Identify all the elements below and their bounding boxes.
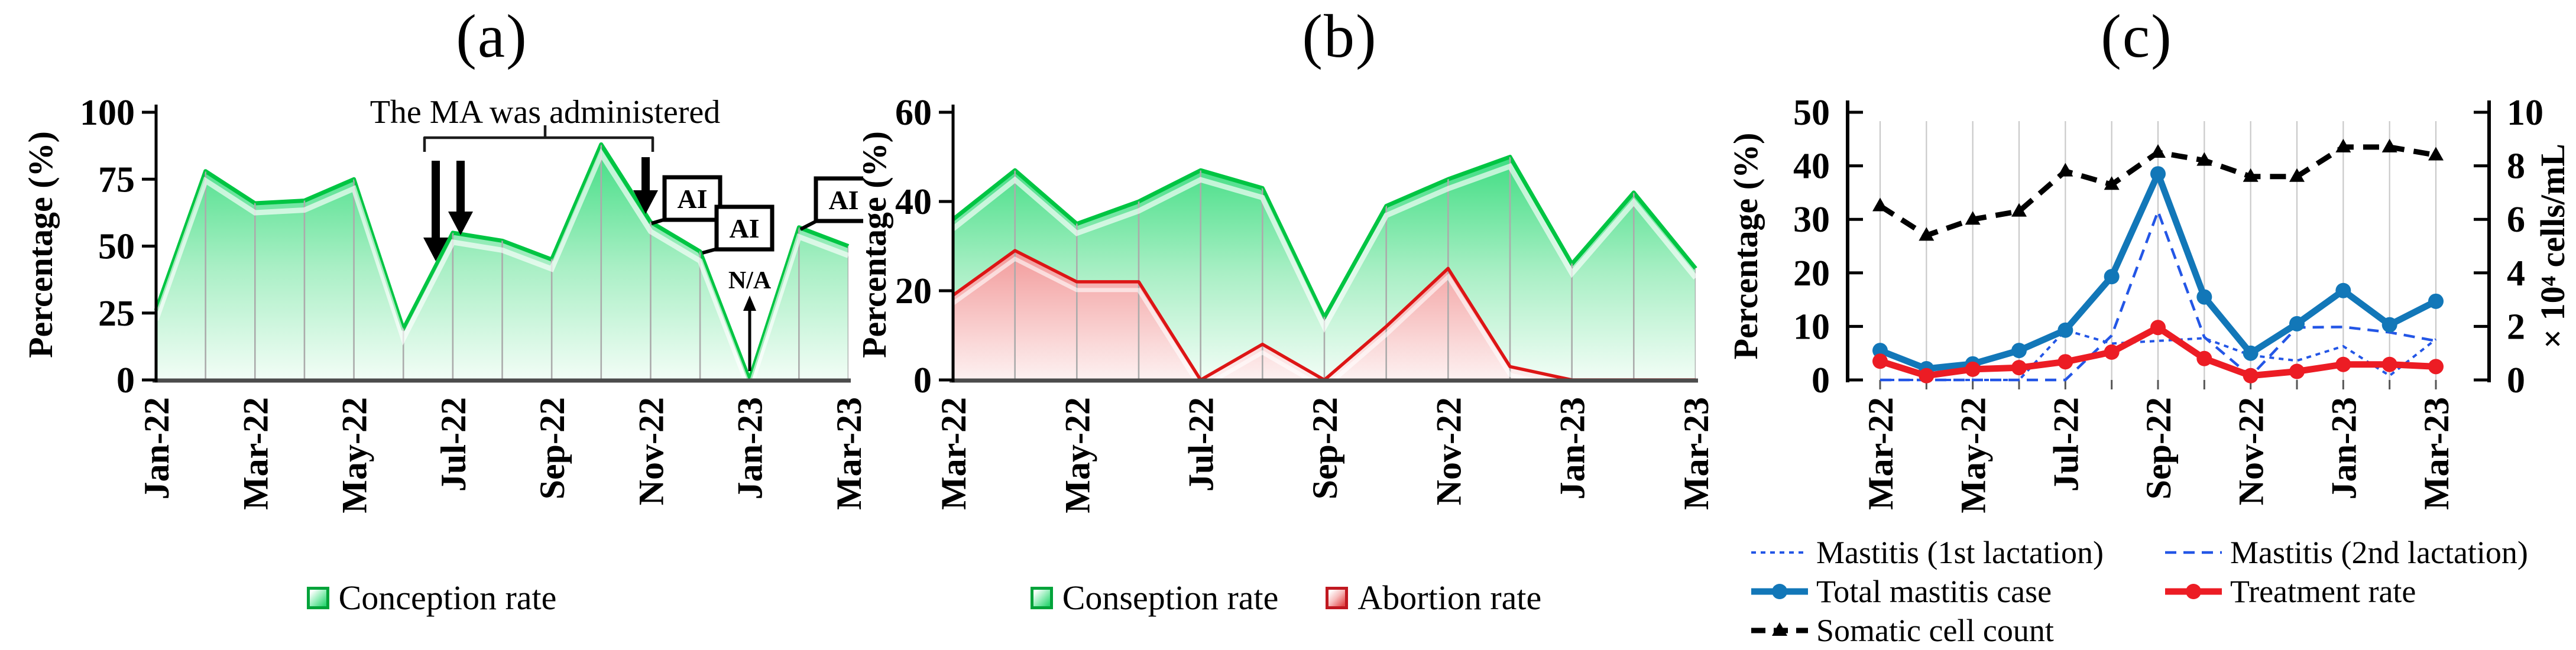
legend-item-total-mastitis: Total mastitis case: [1750, 573, 2164, 610]
svg-text:May-22: May-22: [335, 397, 374, 514]
svg-text:Jan-23: Jan-23: [2324, 397, 2363, 499]
chart-b-legend: Conseption rate Abortion rate: [863, 578, 1709, 618]
chart-a-conception-rate: 0 25 50 75 100 Percentage (%) Jan-22 Mar-22 May-…: [21, 93, 863, 514]
green-area-swatch-icon: [1030, 586, 1053, 609]
axes: 0 25 50 75 100 Percentage (%) Jan-22 Mar-22 May-…: [21, 93, 863, 514]
legend-item-conception-rate: Conception rate: [306, 578, 557, 618]
svg-text:0: 0: [913, 360, 932, 401]
panel-a: (a) 0 25 50 75 100 Percentage (%) Jan-22 Mar-22…: [0, 0, 863, 647]
svg-text:Mar-22: Mar-22: [934, 397, 973, 510]
svg-text:20: 20: [895, 271, 932, 311]
black-dash-triangle-key-icon: [1751, 622, 1808, 636]
svg-text:Nov-22: Nov-22: [1429, 397, 1468, 505]
legend-item-mastitis-1st: Mastitis (1st lactation): [1750, 534, 2164, 571]
svg-text:30: 30: [1793, 200, 1830, 240]
svg-text:2: 2: [2507, 307, 2525, 347]
svg-text:50: 50: [98, 227, 135, 267]
legend-label: Somatic cell count: [1816, 613, 2054, 648]
svg-text:4: 4: [2507, 254, 2525, 294]
svg-text:× 10⁴ cells/mL: × 10⁴ cells/mL: [2533, 144, 2572, 349]
legend-item-treatment-rate: Treatment rate: [2164, 573, 2576, 610]
svg-text:60: 60: [895, 93, 932, 133]
svg-text:0: 0: [116, 360, 135, 401]
red-line-circle-key-icon: [2165, 584, 2222, 599]
red-area-swatch-icon: [1326, 586, 1349, 609]
svg-text:Mar-22: Mar-22: [236, 397, 275, 510]
svg-text:Jan-23: Jan-23: [731, 397, 770, 499]
svg-text:Percentage (%): Percentage (%): [21, 131, 60, 358]
svg-text:10: 10: [1793, 307, 1830, 347]
svg-text:10: 10: [2507, 93, 2543, 133]
legend-label: Conseption rate: [1062, 578, 1279, 617]
legend-label: Mastitis (1st lactation): [1816, 535, 2104, 570]
svg-text:The MA was administered: The MA was administered: [370, 94, 721, 131]
svg-text:AI: AI: [828, 185, 858, 215]
green-area-swatch-icon: [306, 586, 329, 609]
svg-text:75: 75: [98, 160, 135, 200]
vertical-gridlines: [1879, 121, 2437, 389]
svg-text:Mar-23: Mar-23: [829, 397, 863, 510]
panel-b-title: (b): [1302, 2, 1378, 70]
svg-text:May-22: May-22: [1058, 397, 1097, 514]
panel-a-title: (a): [456, 2, 528, 70]
panel-c: (c) 0 10 20 30 40 50 0 2 4 6 8 10 Percentage (%) × 10…: [1709, 0, 2576, 650]
svg-text:40: 40: [1793, 147, 1830, 187]
legend-label: Abortion rate: [1357, 578, 1542, 617]
svg-text:Jul-22: Jul-22: [434, 397, 473, 492]
svg-text:AI: AI: [729, 213, 759, 243]
svg-text:Sep-22: Sep-22: [1305, 397, 1344, 499]
chart-c-mastitis-somatic: 0 10 20 30 40 50 0 2 4 6 8 10 Percentage (%) × 10⁴ ce…: [1726, 93, 2572, 514]
chart-a-legend: Conception rate: [0, 578, 863, 618]
svg-text:Sep-22: Sep-22: [2139, 397, 2178, 499]
svg-text:100: 100: [80, 93, 135, 133]
svg-text:6: 6: [2507, 200, 2525, 240]
legend-label: Treatment rate: [2230, 574, 2416, 609]
svg-text:Mar-22: Mar-22: [1861, 397, 1900, 510]
svg-text:Percentage (%): Percentage (%): [863, 131, 893, 358]
svg-text:Mar-23: Mar-23: [1677, 397, 1709, 510]
chart-a-annotations: The MA was administered AI AI AI N/A: [370, 94, 863, 371]
svg-text:Sep-22: Sep-22: [533, 397, 572, 499]
dashed-line-key-icon: [2165, 551, 2222, 554]
svg-text:May-22: May-22: [1954, 397, 1993, 514]
svg-text:25: 25: [98, 294, 135, 334]
blue-line-circle-key-icon: [1751, 584, 1808, 599]
svg-text:Jan-23: Jan-23: [1553, 397, 1592, 499]
svg-text:50: 50: [1793, 93, 1830, 133]
svg-text:Jul-22: Jul-22: [1182, 397, 1221, 492]
svg-text:Nov-22: Nov-22: [631, 397, 670, 505]
svg-text:AI: AI: [677, 184, 707, 214]
svg-text:Nov-22: Nov-22: [2232, 397, 2271, 505]
svg-text:40: 40: [895, 182, 932, 222]
svg-text:20: 20: [1793, 254, 1830, 294]
svg-text:Mar-23: Mar-23: [2417, 397, 2456, 510]
svg-text:Percentage (%): Percentage (%): [1726, 133, 1765, 360]
legend-item-conseption-rate: Conseption rate: [1030, 578, 1279, 618]
series-mastitis-1st-lactation-: [1880, 329, 2437, 381]
svg-text:Jul-22: Jul-22: [2046, 397, 2085, 492]
series-treatment-rate: [1872, 320, 2444, 384]
svg-text:N/A: N/A: [728, 267, 772, 294]
chart-c-legend: Mastitis (1st lactation) Mastitis (2nd l…: [1750, 533, 2576, 650]
svg-text:0: 0: [2507, 360, 2525, 401]
legend-item-somatic-cell-count: Somatic cell count: [1750, 612, 2164, 649]
svg-text:Jan-22: Jan-22: [137, 397, 176, 499]
legend-label: Conception rate: [338, 578, 557, 617]
legend-label: Total mastitis case: [1816, 574, 2052, 609]
legend-item-abortion-rate: Abortion rate: [1326, 578, 1541, 618]
dotted-line-key-icon: [1751, 551, 1808, 554]
series-mastitis-2nd-lactation-: [1880, 210, 2436, 382]
panel-b: (b) 0 20 40 60 Percentage (%) Mar-22 May-22 Jul…: [863, 0, 1709, 647]
legend-item-mastitis-2nd: Mastitis (2nd lactation): [2164, 534, 2576, 571]
legend-label: Mastitis (2nd lactation): [2230, 535, 2528, 570]
panel-c-title: (c): [2101, 2, 2173, 70]
svg-text:8: 8: [2507, 147, 2525, 187]
series-somatic-cell-count: [1872, 138, 2444, 241]
svg-text:0: 0: [1812, 360, 1830, 401]
axes: 0 10 20 30 40 50 0 2 4 6 8 10 Percentage (%) × 10⁴ ce…: [1726, 93, 2572, 514]
